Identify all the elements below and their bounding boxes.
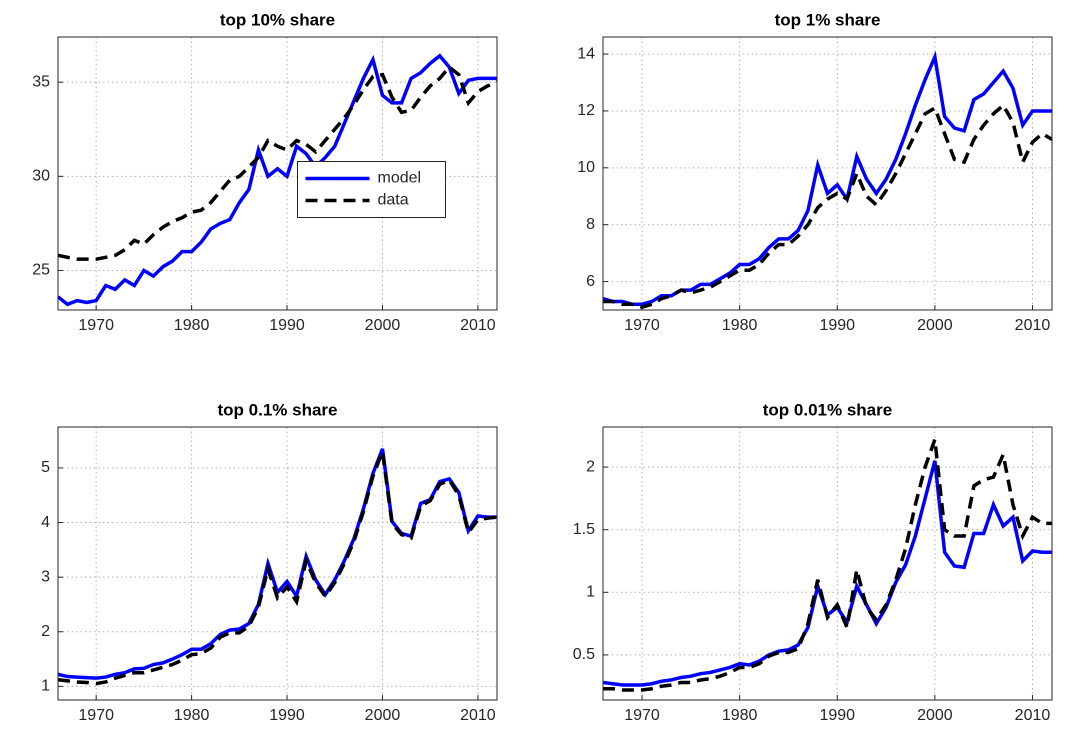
- legend-label: model: [378, 170, 422, 187]
- legend-label: data: [378, 192, 409, 209]
- series-line: [603, 438, 1052, 692]
- series-line: [58, 450, 497, 686]
- x-tick-label: 1990: [269, 707, 305, 724]
- y-tick-label: 10: [577, 159, 595, 176]
- plot-area: [603, 427, 1052, 700]
- y-tick-label: 8: [586, 216, 595, 233]
- x-tick-label: 1980: [174, 317, 210, 334]
- x-tick-label: 1990: [269, 317, 305, 334]
- x-tick-label: 2010: [1015, 707, 1051, 724]
- x-tick-label: 2000: [917, 707, 953, 724]
- axes-frame: [602, 426, 1053, 701]
- panel: 1970 1980 1990 2000 2010 25 30 35 top 10% share m…: [32, 10, 498, 334]
- series-line: [603, 102, 1052, 309]
- panel: 1970 1980 1990 2000 2010 0.5 1 1.5 2 top 0.01% sh…: [573, 400, 1053, 724]
- axes-frame: [57, 426, 498, 701]
- series-line: [58, 64, 497, 261]
- series-line: [58, 53, 497, 307]
- panel: 1970 1980 1990 2000 2010 6 8 10 12 14 top 1% share: [577, 10, 1053, 334]
- y-tick-label: 1: [586, 584, 595, 601]
- x-tick-label: 1980: [174, 707, 210, 724]
- y-tick-label: 5: [41, 459, 50, 476]
- y-tick-label: 12: [577, 102, 595, 119]
- y-tick-label: 6: [586, 273, 595, 290]
- chart-title: top 0.01% share: [763, 400, 892, 419]
- y-tick-label: 2: [41, 623, 50, 640]
- chart-title: top 1% share: [775, 10, 881, 29]
- y-tick-label: 4: [41, 514, 50, 531]
- x-tick-label: 2000: [365, 317, 401, 334]
- plot-area: [58, 427, 497, 700]
- x-tick-label: 1970: [624, 317, 660, 334]
- x-tick-label: 2010: [460, 707, 496, 724]
- y-tick-label: 3: [41, 568, 50, 585]
- axes-frame: [57, 36, 498, 311]
- y-tick-label: 35: [32, 73, 50, 90]
- x-tick-label: 1970: [624, 707, 660, 724]
- y-tick-label: 25: [32, 262, 50, 279]
- y-tick-label: 2: [586, 458, 595, 475]
- legend-box: [297, 161, 446, 218]
- chart-title: top 0.1% share: [218, 400, 338, 419]
- y-tick-label: 1.5: [573, 521, 595, 538]
- x-tick-label: 1970: [78, 707, 114, 724]
- plot-area: [603, 37, 1052, 310]
- x-tick-label: 2000: [365, 707, 401, 724]
- x-tick-label: 1980: [722, 317, 758, 334]
- legend: model data: [297, 161, 446, 218]
- x-tick-label: 1980: [722, 707, 758, 724]
- axes-frame: [602, 36, 1053, 311]
- y-tick-label: 30: [32, 168, 50, 185]
- y-tick-label: 14: [577, 45, 595, 62]
- y-tick-label: 1: [41, 678, 50, 695]
- x-tick-label: 2010: [1015, 317, 1051, 334]
- panel: 1970 1980 1990 2000 2010 1 2 3 4 5 top 0.1% share: [41, 400, 498, 724]
- y-tick-label: 0.5: [573, 646, 595, 663]
- x-tick-label: 1970: [78, 317, 114, 334]
- x-tick-label: 1990: [819, 317, 855, 334]
- x-tick-label: 2010: [460, 317, 496, 334]
- x-tick-label: 1990: [819, 707, 855, 724]
- chart-title: top 10% share: [220, 10, 335, 29]
- x-tick-label: 2000: [917, 317, 953, 334]
